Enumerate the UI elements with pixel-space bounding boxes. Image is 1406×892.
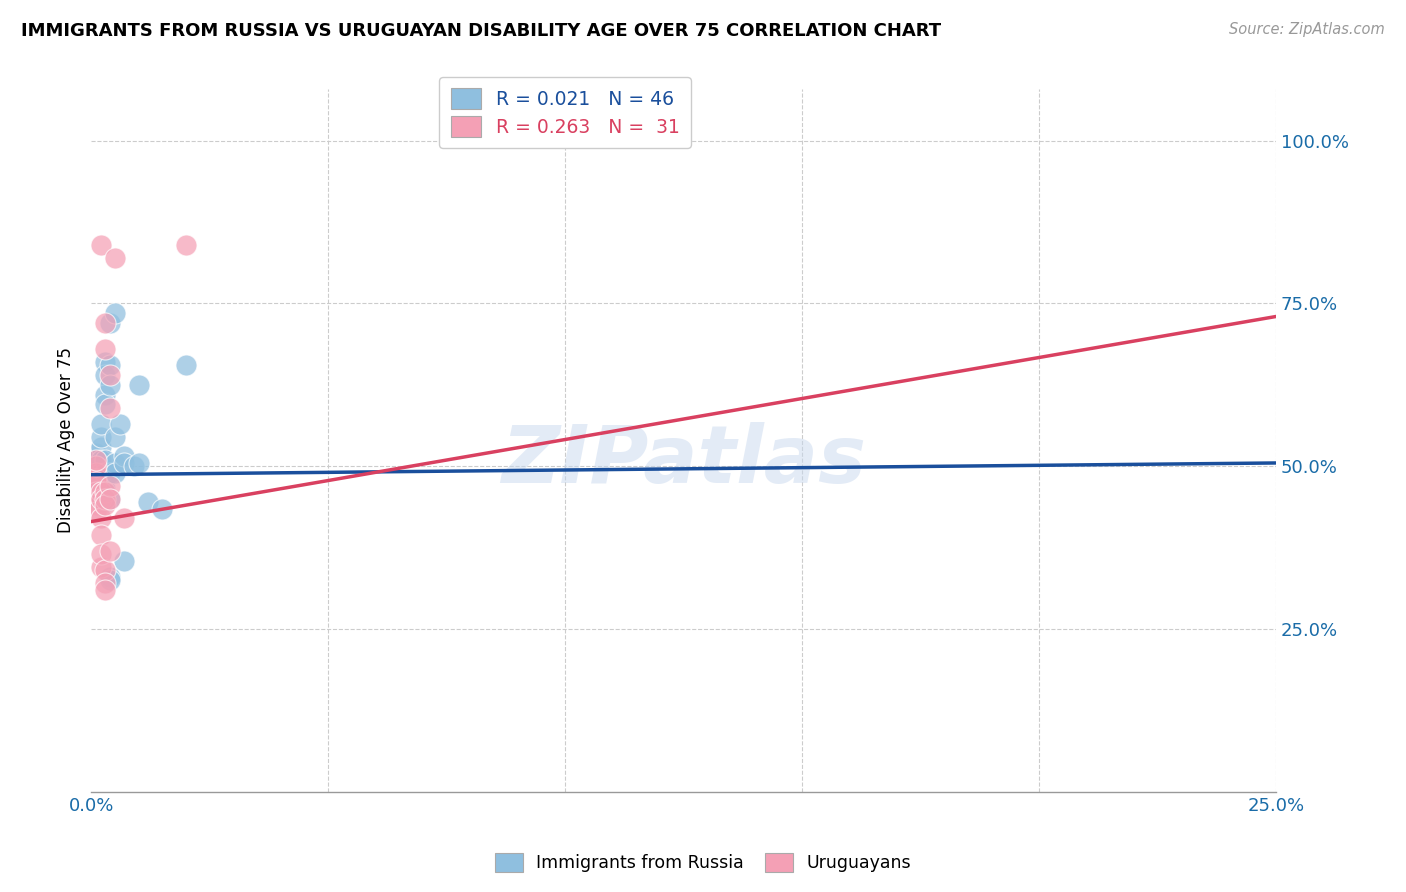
- Point: [98, 570, 121, 584]
- Point: [104, 456, 127, 470]
- Point: [90, 475, 112, 490]
- Point: [94, 563, 117, 577]
- Point: [94, 482, 117, 496]
- Point: [108, 417, 131, 431]
- Point: [90, 511, 112, 525]
- Point: [84, 456, 107, 470]
- Point: [90, 527, 112, 541]
- Legend: R = 0.021   N = 46, R = 0.263   N =  31: R = 0.021 N = 46, R = 0.263 N = 31: [440, 77, 690, 148]
- Point: [84, 505, 107, 519]
- Point: [94, 498, 117, 512]
- Point: [84, 452, 107, 467]
- Point: [94, 495, 117, 509]
- Y-axis label: Disability Age Over 75: Disability Age Over 75: [58, 347, 75, 533]
- Point: [90, 485, 112, 500]
- Point: [94, 397, 117, 411]
- Point: [90, 238, 112, 252]
- Legend: Immigrants from Russia, Uruguayans: Immigrants from Russia, Uruguayans: [488, 846, 918, 879]
- Point: [94, 482, 117, 496]
- Point: [174, 238, 197, 252]
- Point: [94, 316, 117, 330]
- Point: [90, 560, 112, 574]
- Point: [112, 456, 135, 470]
- Point: [90, 430, 112, 444]
- Point: [94, 452, 117, 467]
- Point: [150, 501, 173, 516]
- Point: [84, 446, 107, 460]
- Point: [84, 472, 107, 486]
- Point: [98, 544, 121, 558]
- Point: [84, 475, 107, 490]
- Point: [98, 368, 121, 383]
- Point: [122, 459, 145, 474]
- Point: [136, 495, 159, 509]
- Point: [98, 359, 121, 373]
- Point: [84, 466, 107, 480]
- Text: ZIPatlas: ZIPatlas: [501, 422, 866, 500]
- Point: [90, 489, 112, 503]
- Point: [94, 387, 117, 401]
- Point: [98, 466, 121, 480]
- Point: [94, 485, 117, 500]
- Point: [98, 479, 121, 493]
- Point: [90, 440, 112, 454]
- Point: [112, 450, 135, 464]
- Text: Source: ZipAtlas.com: Source: ZipAtlas.com: [1229, 22, 1385, 37]
- Point: [128, 377, 150, 392]
- Point: [94, 342, 117, 356]
- Point: [98, 491, 121, 506]
- Point: [94, 466, 117, 480]
- Point: [84, 485, 107, 500]
- Point: [94, 491, 117, 506]
- Point: [104, 466, 127, 480]
- Point: [94, 582, 117, 597]
- Point: [174, 359, 197, 373]
- Point: [90, 417, 112, 431]
- Point: [94, 368, 117, 383]
- Point: [104, 430, 127, 444]
- Point: [84, 469, 107, 483]
- Point: [90, 452, 112, 467]
- Point: [84, 498, 107, 512]
- Text: IMMIGRANTS FROM RUSSIA VS URUGUAYAN DISABILITY AGE OVER 75 CORRELATION CHART: IMMIGRANTS FROM RUSSIA VS URUGUAYAN DISA…: [21, 22, 941, 40]
- Point: [90, 466, 112, 480]
- Point: [104, 251, 127, 265]
- Point: [94, 355, 117, 369]
- Point: [98, 316, 121, 330]
- Point: [90, 459, 112, 474]
- Point: [90, 491, 112, 506]
- Point: [98, 401, 121, 415]
- Point: [128, 456, 150, 470]
- Point: [84, 459, 107, 474]
- Point: [84, 462, 107, 476]
- Point: [84, 466, 107, 480]
- Point: [112, 511, 135, 525]
- Point: [98, 573, 121, 587]
- Point: [84, 452, 107, 467]
- Point: [90, 547, 112, 561]
- Point: [84, 472, 107, 486]
- Point: [94, 576, 117, 591]
- Point: [98, 491, 121, 506]
- Point: [112, 553, 135, 567]
- Point: [104, 306, 127, 320]
- Point: [84, 459, 107, 474]
- Point: [98, 377, 121, 392]
